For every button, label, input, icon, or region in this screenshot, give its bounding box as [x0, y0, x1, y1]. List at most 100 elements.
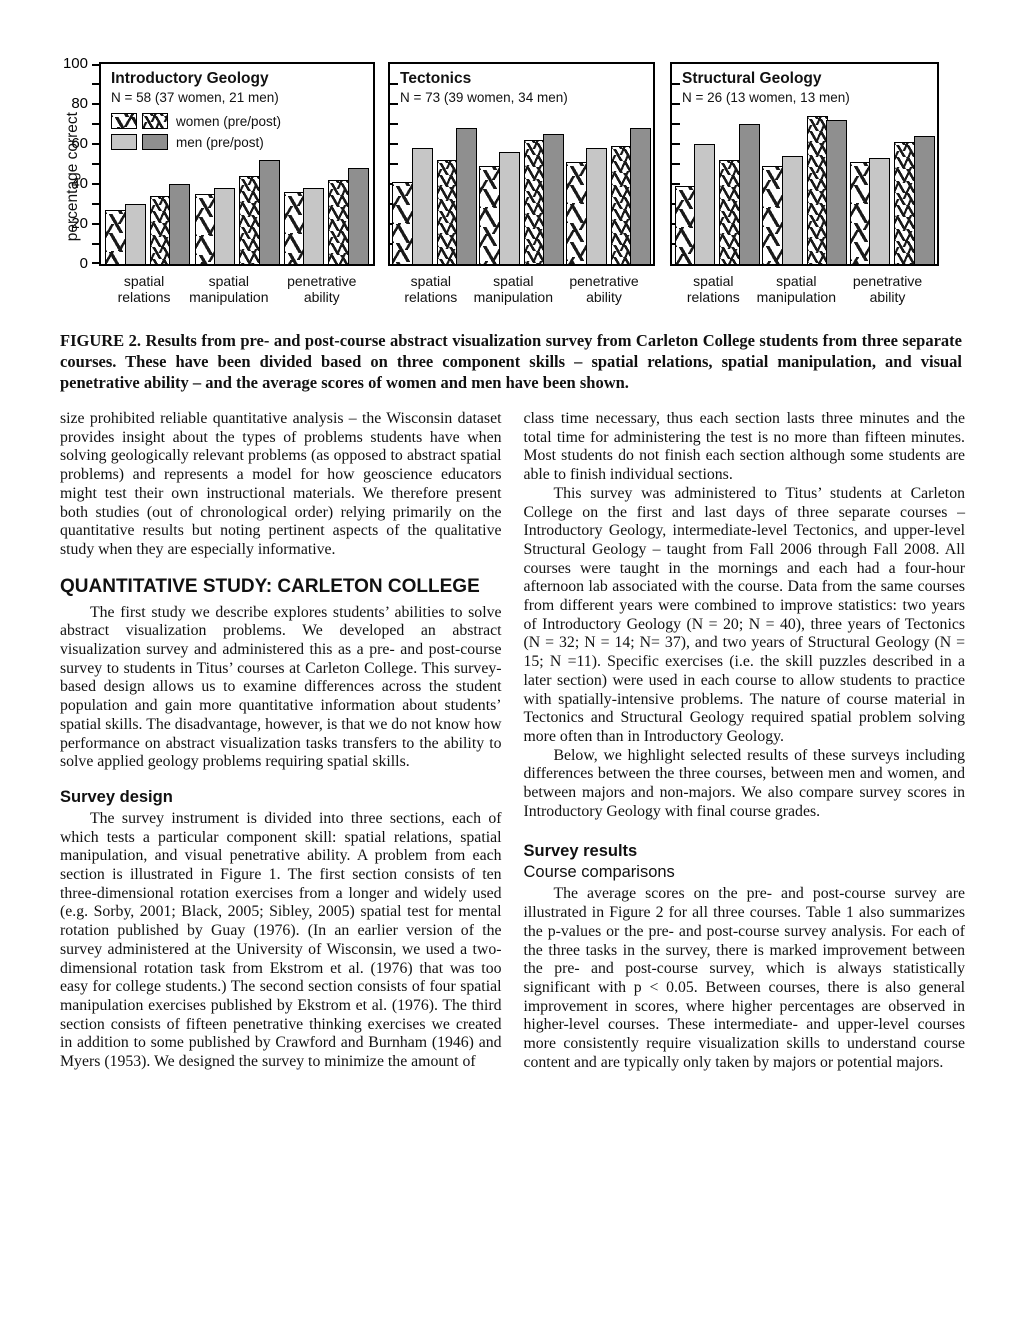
bar-group-penetrative-ability: [566, 128, 651, 264]
y-axis-tick: [672, 123, 680, 125]
chart-legend: women (pre/post) men (pre/post): [111, 113, 281, 150]
bar-group-spatial-manipulation: [762, 116, 847, 264]
y-axis-tick: [390, 123, 398, 125]
bar-women-pre: [566, 162, 587, 264]
y-axis-tick: [672, 163, 680, 165]
y-tick-label: 60: [71, 135, 88, 152]
bar-women-pre: [194, 194, 216, 264]
paragraph: The first study we describe explores stu…: [60, 603, 502, 771]
y-axis-tick: [390, 163, 398, 165]
bar-men-post: [169, 184, 191, 264]
y-axis-tick: [92, 243, 101, 245]
bar-men-pre: [781, 156, 803, 264]
y-tick-label: 80: [71, 95, 88, 112]
bar-women-post: [806, 116, 828, 264]
category-labels: spatial relations spatial manipulation penet…: [388, 273, 655, 305]
category-labels: spatial relations spatial manipulation penet…: [670, 273, 939, 305]
y-axis-tick: [672, 103, 680, 105]
bar-group-spatial-manipulation: [194, 160, 280, 264]
plot-area: Structural Geology N = 26 (13 women, 13 m…: [670, 62, 939, 266]
bar-group-penetrative-ability: [849, 136, 935, 264]
bar-women-pre: [283, 192, 305, 264]
paragraph: The average scores on the pre- and post-…: [523, 885, 966, 1071]
y-axis-tick: [92, 203, 101, 205]
bar-women-post: [436, 160, 458, 264]
bar-men-post: [738, 124, 760, 264]
y-axis-tick: [92, 143, 101, 145]
bar-men-pre: [498, 152, 520, 264]
bar-men-pre: [585, 148, 607, 264]
legend-label: men (pre/post): [176, 134, 264, 150]
y-axis-tick: [390, 143, 398, 145]
bar-men-post: [456, 128, 477, 264]
chart-title: Tectonics: [400, 70, 472, 87]
y-axis-tick: [92, 223, 101, 225]
y-axis-tick: [92, 183, 101, 185]
bar-group-spatial-relations: [674, 124, 760, 264]
y-axis-title: percentage correct: [64, 112, 81, 242]
chart-structural-geology: Structural Geology N = 26 (13 women, 13 m…: [670, 62, 939, 305]
bar-group-penetrative-ability: [283, 168, 369, 264]
category-label: spatial relations: [686, 273, 740, 305]
bar-men-post: [913, 136, 935, 264]
plot-area: Tectonics N = 73 (39 women, 34 men): [388, 62, 655, 266]
bar-women-pre: [392, 182, 413, 264]
y-axis-tick: [672, 183, 680, 185]
bar-men-post: [543, 134, 564, 264]
figure-caption-label: FIGURE 2.: [60, 331, 142, 350]
bar-men-post: [258, 160, 280, 264]
chart-introductory-geology: 0 20 40 60 80 100 percentage correct Introducto…: [63, 55, 375, 305]
legend-label: women (pre/post): [176, 113, 282, 129]
chart-sample-size: N = 26 (13 women, 13 men): [682, 90, 850, 105]
figure-caption: FIGURE 2. Results from pre- and post-cou…: [60, 330, 962, 393]
bar-group-spatial-relations: [105, 184, 191, 264]
category-label: penetrative ability: [287, 273, 357, 305]
bar-men-pre: [411, 148, 433, 264]
paragraph: size prohibited reliable quantitative an…: [60, 410, 502, 558]
category-labels: spatial relations spatial manipulation penet…: [99, 273, 375, 305]
figure-caption-text: Results from pre- and post-course abstra…: [60, 331, 962, 392]
y-tick-label: 0: [79, 255, 88, 272]
bar-women-pre: [105, 210, 127, 264]
paragraph: class time necessary, thus each section …: [523, 410, 966, 484]
y-axis-tick: [672, 143, 680, 145]
subheading-survey-design: Survey design: [60, 787, 173, 806]
column-right: class time necessary, thus each section …: [524, 410, 966, 1073]
bar-groups: [101, 64, 373, 264]
y-axis-tick: [92, 262, 101, 264]
legend-row: women (pre/post): [111, 113, 281, 129]
chart-sample-size: N = 58 (37 women, 21 men): [111, 90, 279, 105]
bar-men-pre: [124, 204, 146, 264]
bar-women-post: [328, 180, 350, 264]
bar-men-post: [630, 128, 651, 264]
category-label: spatial relations: [117, 273, 171, 305]
chart-title: Structural Geology: [682, 70, 822, 87]
category-label: spatial manipulation: [189, 273, 269, 305]
legend-swatch-pattern-dense: [142, 113, 168, 129]
subheading-course-comparisons: Course comparisons: [523, 863, 675, 882]
bar-women-pre: [674, 186, 696, 264]
bar-group-spatial-relations: [392, 128, 477, 264]
y-tick-label: 100: [62, 55, 88, 72]
bar-groups: [672, 64, 937, 264]
plot-area: 0 20 40 60 80 100 percentage correct Introducto…: [63, 55, 375, 272]
y-axis-tick: [390, 83, 398, 85]
category-label: spatial manipulation: [756, 273, 836, 305]
y-axis-tick: [92, 64, 101, 66]
bar-men-pre: [694, 144, 715, 264]
bar-men-pre: [214, 188, 235, 264]
chart-head: Structural Geology N = 26 (13 women, 13 m…: [682, 70, 850, 105]
bar-women-post: [610, 146, 632, 264]
paragraph: Below, we highlight selected results of …: [523, 746, 966, 820]
legend-row: men (pre/post): [111, 134, 281, 150]
legend-swatch-gray-light: [111, 134, 137, 150]
body-columns: size prohibited reliable quantitative an…: [60, 410, 965, 1073]
y-axis-tick: [390, 103, 398, 105]
bar-women-post: [239, 176, 260, 264]
bar-women-pre: [849, 162, 871, 264]
bar-women-post: [719, 160, 740, 264]
legend-swatch-pattern-sparse: [111, 113, 137, 129]
bar-women-post: [149, 196, 171, 264]
y-axis-tick: [92, 123, 101, 125]
